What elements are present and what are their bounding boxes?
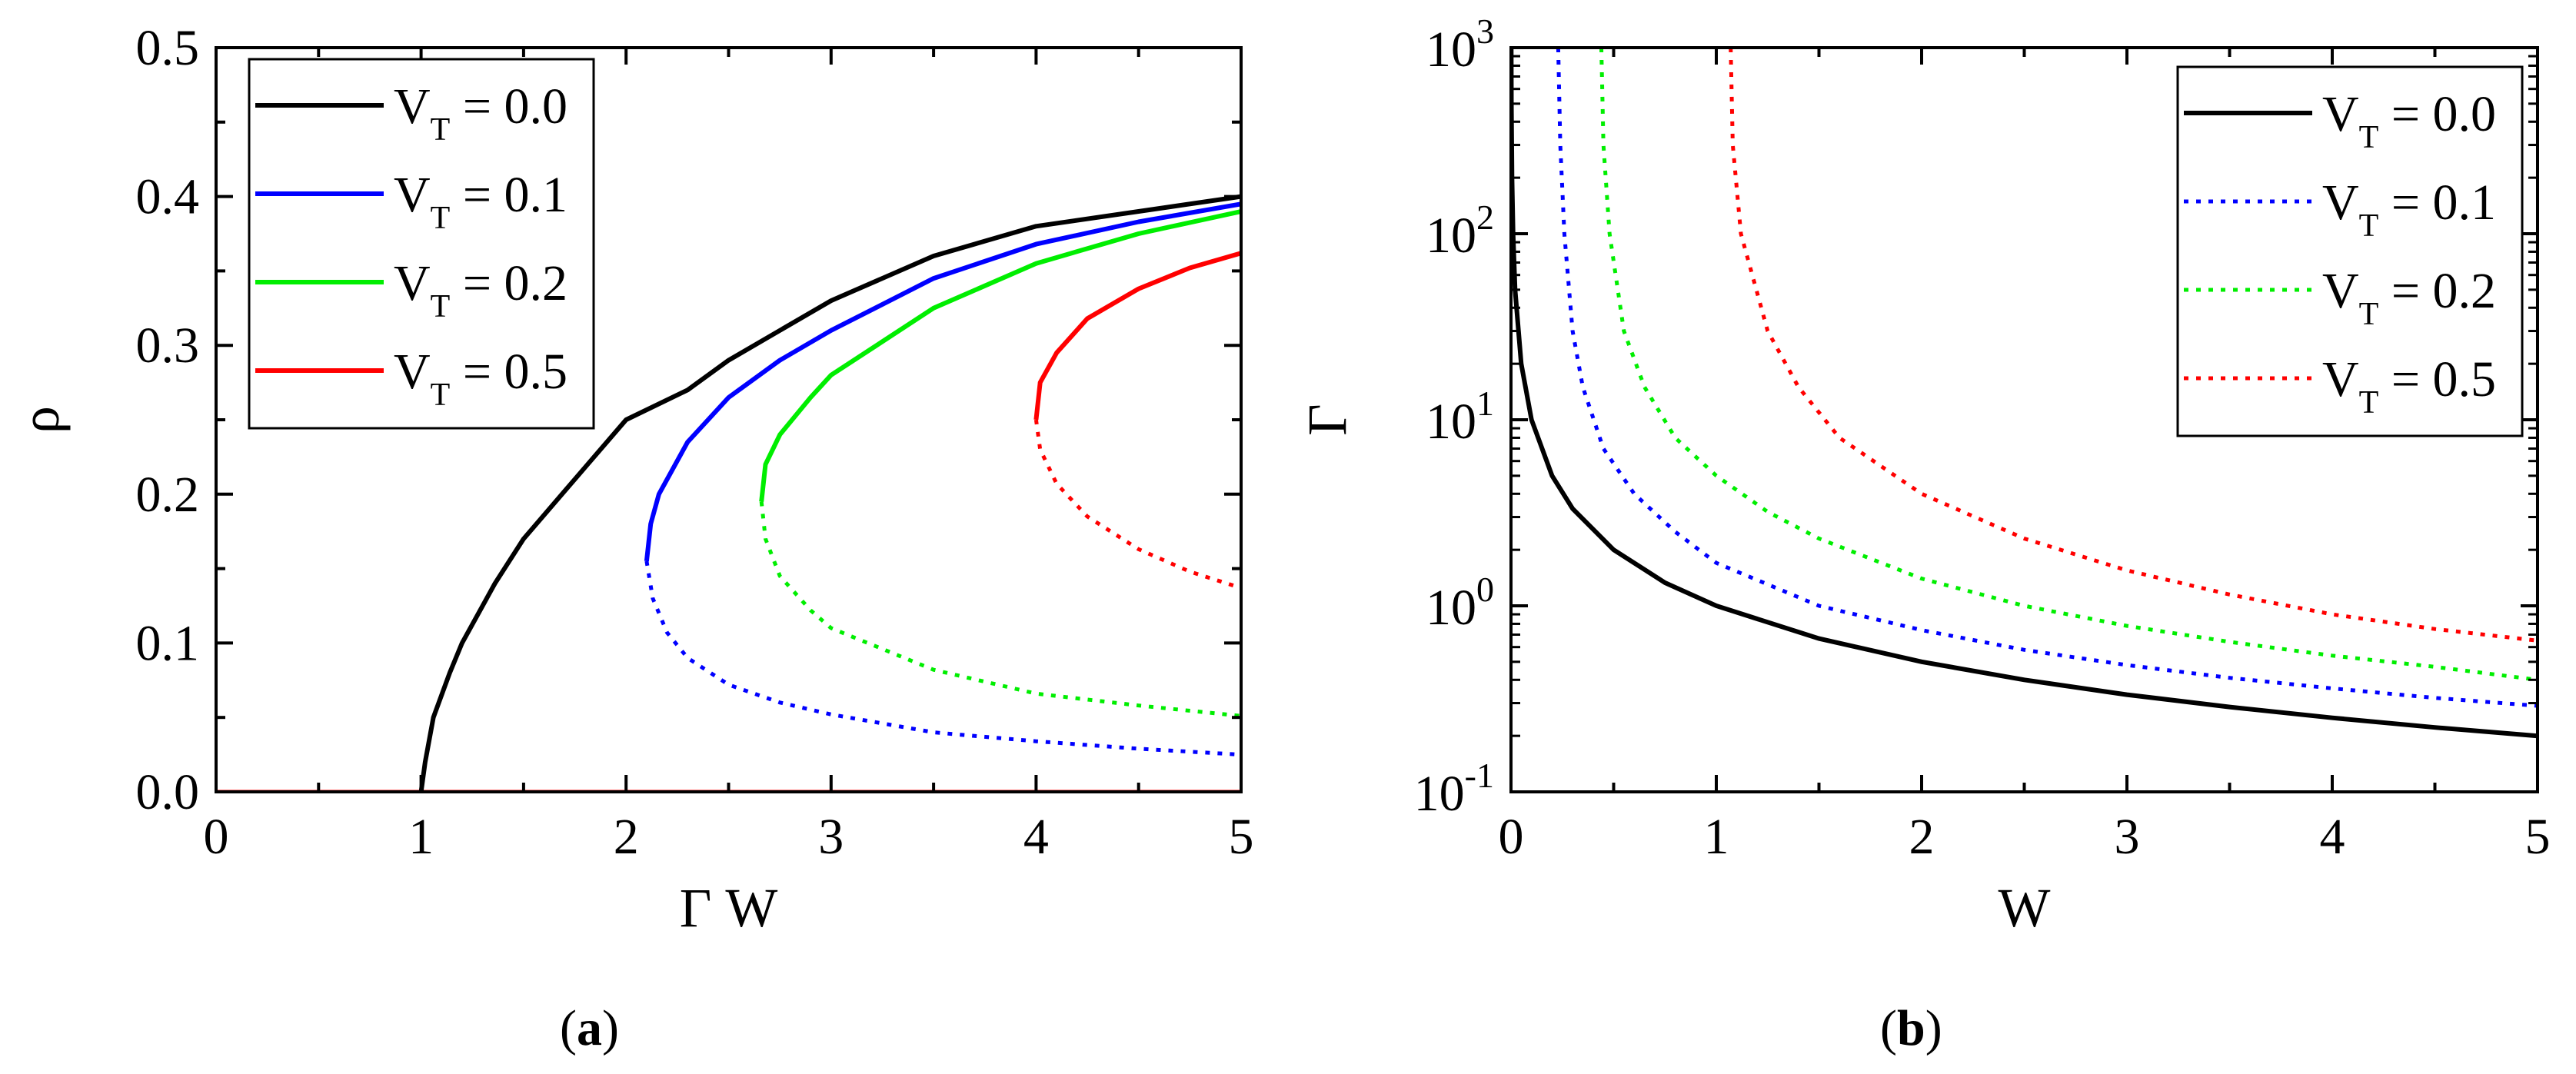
y-tick-label: 101: [1426, 384, 1494, 450]
y-tick-label-exponent: 2: [1476, 198, 1494, 237]
y-tick-label: 100: [1426, 570, 1494, 636]
x-tick-label: 0: [1499, 809, 1524, 865]
y-tick-label-base: 10: [1426, 208, 1476, 264]
y-tick-label: 0.4: [136, 169, 200, 225]
legend-box: [2176, 65, 2524, 437]
legend-label-subscript: T: [2359, 208, 2379, 244]
x-tick-label: 3: [2115, 809, 2140, 865]
y-tick-label: 10-1: [1414, 756, 1494, 822]
y-tick-label-base: 10: [1414, 766, 1465, 822]
legend-label-subscript: T: [431, 112, 451, 148]
legend: VT = 0.0VT = 0.1VT = 0.2VT = 0.5: [248, 58, 595, 430]
y-tick-label: 103: [1426, 12, 1494, 78]
legend-label-main: V: [394, 344, 431, 400]
y-tick-label-base: 10: [1426, 22, 1476, 78]
x-axis-label: Γ W: [680, 877, 778, 939]
series-line-2-stable: [759, 209, 1241, 502]
x-tick-label: 4: [1023, 809, 1049, 865]
legend-label-subscript: T: [431, 377, 451, 413]
series-line-3-unstable: [1033, 419, 1241, 590]
legend-label-2: VT = 0.2: [394, 255, 567, 324]
series-line-3-stable: [1033, 251, 1241, 421]
y-tick-label-exponent: 0: [1476, 570, 1494, 609]
legend-label-subscript: T: [431, 201, 451, 236]
x-tick-label: 4: [2320, 809, 2345, 865]
y-tick-label: 0.3: [136, 318, 200, 374]
legend-label-subscript: T: [2359, 120, 2379, 155]
legend-label-1: VT = 0.1: [2322, 175, 2496, 244]
y-axis-label: ρ: [9, 406, 71, 434]
legend-label-1: VT = 0.1: [394, 167, 567, 236]
y-tick-label: 0.0: [136, 764, 200, 820]
panel-a-caption: (a): [560, 1000, 619, 1056]
series-line-1-unstable: [644, 560, 1241, 757]
legend-label-0: VT = 0.0: [2322, 86, 2496, 155]
legend-label-subscript: T: [431, 289, 451, 324]
panel-a-caption-label: a: [576, 1000, 602, 1056]
legend-label-main: V: [2322, 86, 2359, 142]
plot-area: [216, 194, 1241, 792]
legend-label-main: V: [394, 255, 431, 311]
legend-label-value: = 0.5: [2378, 351, 2496, 407]
y-tick-label: 0.5: [136, 20, 200, 76]
x-tick-label: 3: [818, 809, 844, 865]
x-tick-label: 2: [1909, 809, 1935, 865]
legend: VT = 0.0VT = 0.1VT = 0.2VT = 0.5: [2176, 65, 2524, 437]
legend-label-3: VT = 0.5: [394, 344, 567, 413]
y-tick-label: 0.2: [136, 467, 200, 523]
y-tick-label-exponent: -1: [1465, 756, 1494, 795]
x-tick-label: 0: [204, 809, 229, 865]
legend-label-main: V: [394, 167, 431, 223]
y-tick-label-exponent: 1: [1476, 384, 1494, 423]
panel-b-caption-label: b: [1896, 1000, 1925, 1056]
legend-label-0: VT = 0.0: [394, 78, 567, 148]
series-line-1-stable: [644, 201, 1241, 562]
x-tick-label: 2: [614, 809, 639, 865]
series-line-1: [1556, 48, 2538, 708]
y-tick-label: 0.1: [136, 615, 200, 671]
panel-b-caption: (b): [1880, 1000, 1942, 1056]
legend-label-main: V: [2322, 175, 2359, 231]
x-tick-label: 5: [2525, 809, 2551, 865]
legend-label-value: = 0.1: [450, 167, 567, 223]
legend-label-value: = 0.0: [450, 78, 567, 135]
series-line-2: [1599, 48, 2538, 682]
legend-label-value: = 0.1: [2378, 175, 2496, 231]
legend-label-subscript: T: [2359, 297, 2379, 332]
legend-label-value: = 0.2: [2378, 263, 2496, 319]
x-tick-label: 5: [1229, 809, 1254, 865]
legend-label-main: V: [2322, 263, 2359, 319]
y-tick-label-base: 10: [1426, 580, 1476, 636]
series-line-2-unstable: [759, 501, 1241, 718]
x-tick-label: 1: [408, 809, 434, 865]
y-axis-label: Γ: [1296, 404, 1358, 436]
legend-label-value: = 0.0: [2378, 86, 2496, 142]
legend-label-subscript: T: [2359, 385, 2379, 421]
y-tick-label-exponent: 3: [1476, 12, 1494, 51]
legend-label-main: V: [394, 78, 431, 135]
series-line-0-stable: [418, 194, 1241, 792]
x-tick-label: 1: [1704, 809, 1729, 865]
y-tick-label: 102: [1426, 198, 1494, 264]
legend-label-2: VT = 0.2: [2322, 263, 2496, 332]
series-line-3: [1729, 48, 2538, 643]
x-axis-label: W: [1999, 877, 2051, 939]
y-tick-label-base: 10: [1426, 394, 1476, 450]
legend-label-main: V: [2322, 351, 2359, 407]
legend-box: [248, 58, 595, 430]
legend-label-3: VT = 0.5: [2322, 351, 2496, 421]
legend-label-value: = 0.2: [450, 255, 567, 311]
legend-label-value: = 0.5: [450, 344, 567, 400]
